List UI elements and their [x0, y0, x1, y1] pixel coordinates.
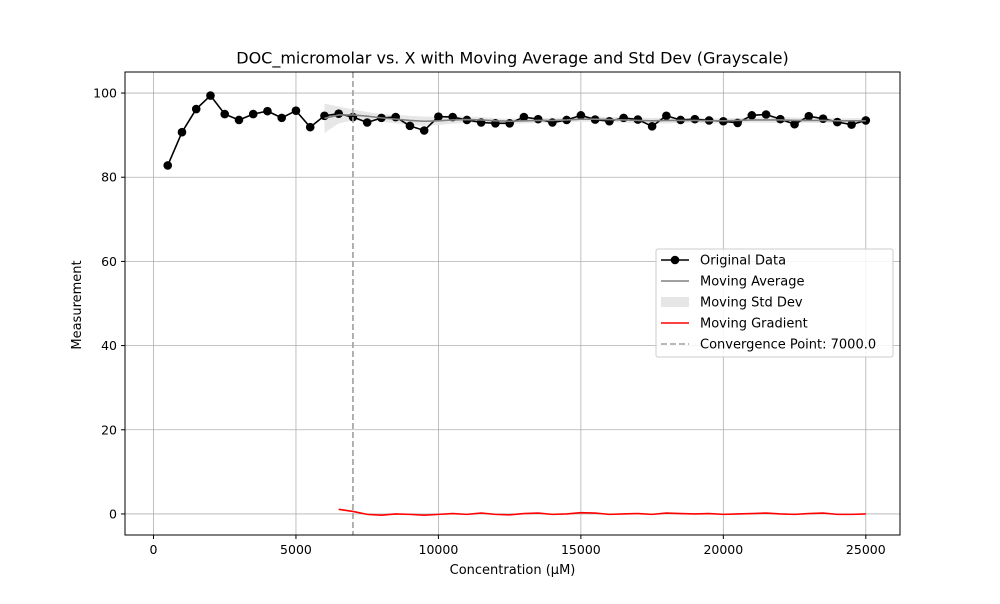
x-tick-label: 0: [150, 542, 158, 557]
original-data-point: [605, 116, 614, 126]
moving-gradient-line: [338, 508, 866, 517]
original-data-point: [747, 111, 757, 120]
y-tick-label: 40: [101, 338, 117, 353]
original-data-point: [334, 109, 343, 118]
original-data-point: [320, 111, 329, 121]
original-data-point: [163, 161, 173, 170]
y-tick-label: 100: [93, 86, 117, 101]
legend: Original Data Moving Average Moving Std De…: [655, 248, 894, 358]
legend-box: [655, 248, 894, 358]
original-data-point: [576, 111, 586, 120]
original-data-point: [619, 113, 628, 123]
original-data-point: [761, 110, 771, 119]
original-data-point: [533, 114, 543, 124]
original-data-point: [191, 104, 201, 114]
original-data-point: [248, 109, 258, 119]
original-data-point: [305, 122, 315, 132]
legend-label: Moving Average: [700, 275, 804, 290]
y-tick-label: 20: [101, 422, 117, 437]
legend-label: Moving Gradient: [700, 317, 808, 332]
original-data-point: [263, 106, 272, 116]
original-data-point: [847, 120, 856, 129]
x-tick-label: 10000: [419, 542, 459, 557]
original-data-point: [633, 115, 643, 124]
original-data-point: [548, 118, 557, 127]
y-tick-label: 0: [109, 506, 117, 521]
legend-item: Moving Std Dev: [661, 296, 803, 311]
original-data-point: [234, 115, 244, 125]
y-axis-label: Measurement: [70, 260, 85, 349]
x-tick-label: 5000: [280, 542, 312, 557]
original-data-point: [790, 119, 799, 129]
original-data-point: [362, 118, 372, 127]
moving-average-line: [324, 114, 866, 123]
original-data-point: [434, 112, 443, 121]
legend-label: Original Data: [700, 254, 786, 269]
x-tick-label: 20000: [703, 542, 743, 557]
original-data-point: [220, 109, 230, 119]
original-data-point: [690, 114, 700, 124]
original-data-point: [519, 112, 529, 122]
chart-title: DOC_micromolar vs. X with Moving Average…: [236, 49, 789, 69]
legend-swatch-marker: [670, 255, 680, 265]
original-data-point: [505, 119, 514, 128]
x-tick-label: 15000: [561, 542, 601, 557]
original-data-point: [776, 114, 785, 124]
original-data-point: [662, 111, 671, 121]
original-data-point: [177, 127, 187, 137]
original-data-point: [647, 121, 657, 131]
x-tick-label: 25000: [846, 542, 886, 557]
original-data-point: [804, 111, 814, 121]
axes-frame: [124, 71, 901, 536]
y-tick-label: 60: [101, 254, 117, 269]
legend-item: Convergence Point: 7000.0: [661, 338, 876, 353]
legend-item: Moving Gradient: [661, 317, 808, 332]
original-data-point: [405, 121, 415, 131]
legend-swatch-fill: [661, 297, 689, 307]
legend-item: Original Data: [661, 254, 786, 269]
original-data-point: [419, 126, 429, 135]
original-data-point: [833, 117, 842, 127]
x-axis-label: Concentration (µM): [450, 563, 576, 578]
legend-label: Convergence Point: 7000.0: [700, 338, 876, 353]
original-data-point: [291, 106, 301, 116]
legend-label: Moving Std Dev: [700, 296, 803, 311]
legend-item: Moving Average: [661, 275, 804, 290]
y-tick-label: 80: [101, 170, 117, 185]
plot-area: [125, 72, 900, 535]
original-data-point: [818, 114, 828, 124]
original-data-point: [206, 91, 215, 100]
original-data-point: [277, 113, 287, 123]
